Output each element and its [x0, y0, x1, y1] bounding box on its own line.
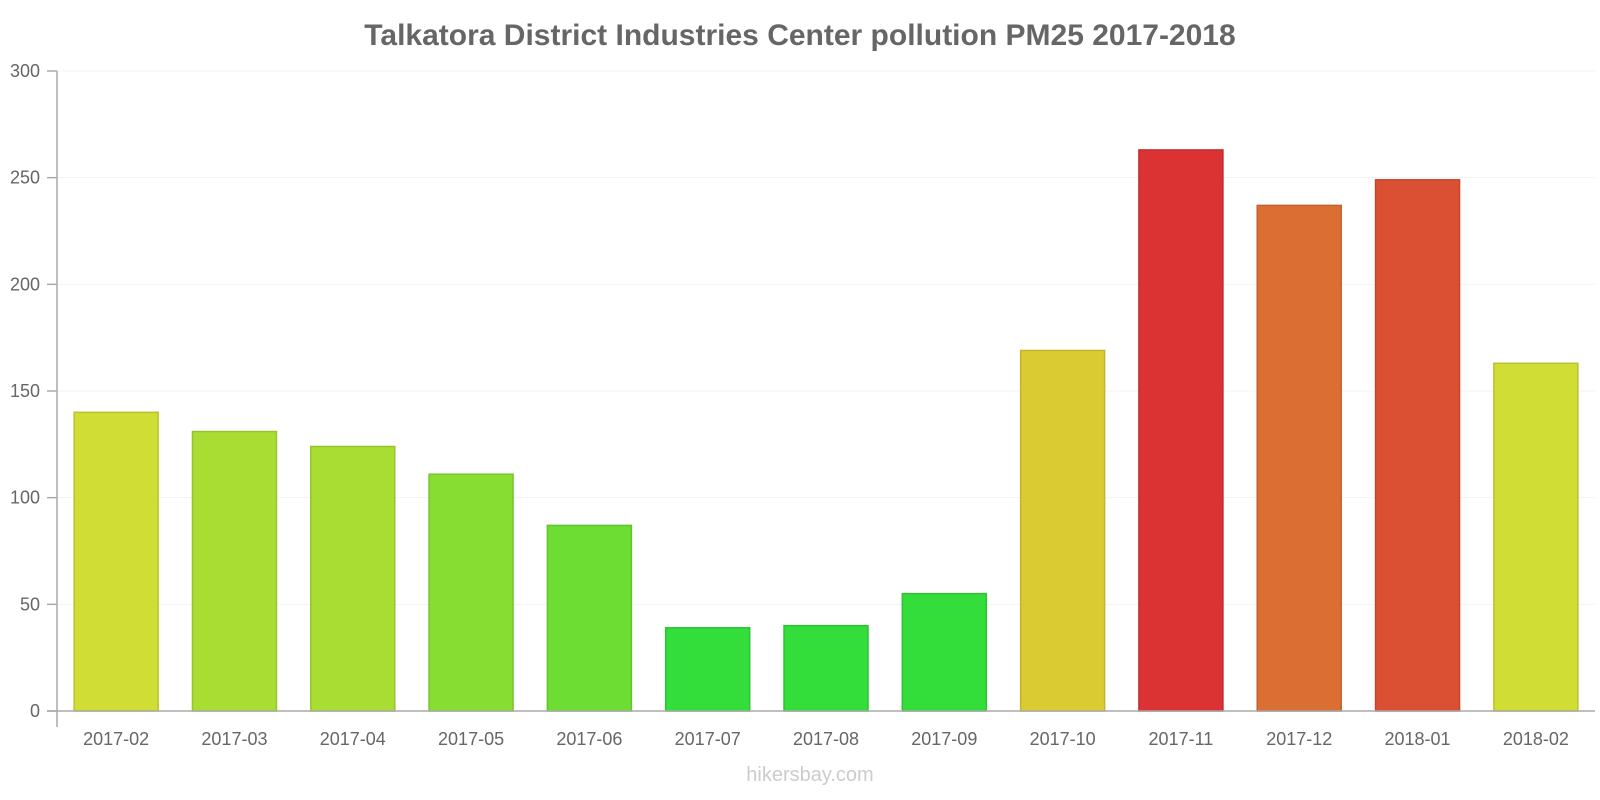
x-tick-label: 2017-10: [1030, 729, 1096, 749]
y-tick-label: 150: [10, 381, 40, 401]
bar-2017-12: [1256, 204, 1342, 712]
y-tick-label: 300: [10, 61, 40, 81]
x-tick-label: 2017-12: [1266, 729, 1332, 749]
x-tick-label: 2017-08: [793, 729, 859, 749]
bar-layer: [73, 149, 1579, 712]
y-tick-label: 0: [30, 701, 40, 721]
bar-2017-09: [901, 592, 988, 712]
x-tick-label: 2017-07: [675, 729, 741, 749]
x-tick-label: 2018-01: [1385, 729, 1451, 749]
chart-title: Talkatora District Industries Center pol…: [364, 19, 1235, 52]
bar-2018-01: [1374, 179, 1461, 712]
y-tick-label: 50: [20, 594, 40, 614]
y-tick-label: 200: [10, 274, 40, 294]
x-tick-label: 2017-02: [83, 729, 149, 749]
x-tick-label: 2017-06: [556, 729, 622, 749]
axis-layer: 0 50 100 150 200 250 300 2017-02 2017-03 2017-04 2…: [10, 61, 1595, 749]
x-tick-label: 2017-04: [320, 729, 386, 749]
grid-layer: [57, 70, 1595, 605]
bar-2017-02: [73, 411, 159, 712]
x-tick-label: 2017-11: [1149, 729, 1214, 749]
bar-2017-07: [664, 627, 751, 712]
bar-2017-06: [546, 524, 633, 712]
bar-2017-04: [310, 445, 396, 712]
bar-2017-11: [1138, 149, 1224, 712]
x-tick-label: 2017-03: [201, 729, 267, 749]
x-tick-label: 2017-05: [438, 729, 504, 749]
bar-2017-03: [191, 430, 278, 712]
bar-2017-08: [783, 624, 869, 712]
x-tick-label: 2018-02: [1503, 729, 1569, 749]
y-tick-label: 100: [10, 488, 40, 508]
bar-2017-10: [1019, 349, 1106, 712]
bar-2017-05: [428, 473, 514, 712]
x-tick-label: 2017-09: [911, 729, 977, 749]
bar-2018-02: [1493, 362, 1579, 712]
y-tick-label: 250: [10, 168, 40, 188]
watermark: hikersbay.com: [746, 764, 873, 786]
